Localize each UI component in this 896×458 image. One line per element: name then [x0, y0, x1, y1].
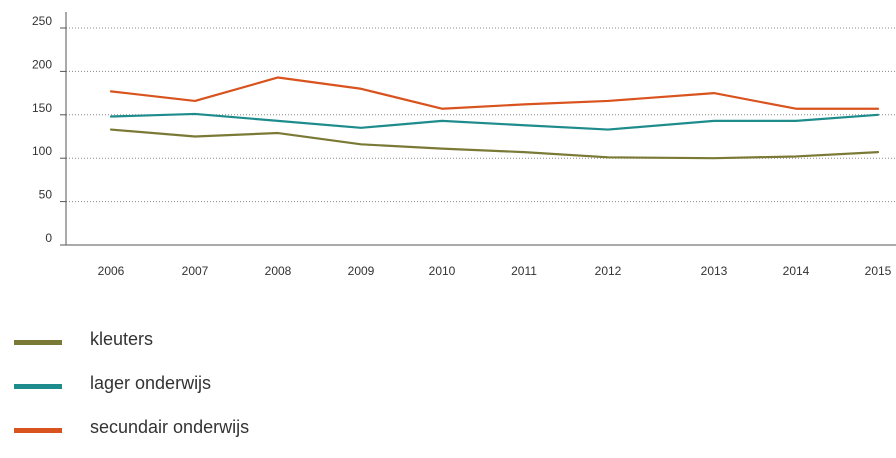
y-tick-label-150: 150	[32, 101, 52, 115]
x-tick-label-2014: 2014	[783, 264, 810, 278]
x-tick-label-2012: 2012	[595, 264, 622, 278]
x-tick-label-2009: 2009	[348, 264, 375, 278]
legend-label-secundair-onderwijs: secundair onderwijs	[90, 417, 250, 437]
legend-label-kleuters: kleuters	[90, 329, 154, 349]
series-line-kleuters	[109, 128, 880, 160]
series-line-lager-onderwijs	[109, 112, 880, 131]
x-tick-label-2013: 2013	[701, 264, 728, 278]
legend-swatch-kleuters	[14, 340, 62, 345]
axes	[60, 12, 896, 246]
series-lines	[109, 76, 880, 160]
y-tick-label-0: 0	[45, 231, 52, 245]
legend-swatch-secundair-onderwijs	[14, 428, 62, 433]
legend-swatch-lager-onderwijs	[14, 384, 62, 389]
x-tick-label-2011: 2011	[511, 264, 537, 278]
x-tick-label-2010: 2010	[429, 264, 456, 278]
x-tick-label-2007: 2007	[182, 264, 209, 278]
y-tick-labels: 0 50 100 150 200 250	[32, 14, 52, 245]
x-tick-label-2006: 2006	[98, 264, 125, 278]
x-tick-label-2015: 2015	[865, 264, 892, 278]
x-tick-labels: 2006 2007 2008 2009 2010 2011 2012 2013 2014 2015	[98, 264, 892, 278]
y-tick-label-200: 200	[32, 57, 52, 71]
y-tick-label-100: 100	[32, 144, 52, 158]
line-chart: 0 50 100 150 200 250 2006 2007 2008 2009 2010 2011…	[32, 12, 896, 278]
y-tick-label-50: 50	[39, 188, 53, 202]
series-line-secundair-onderwijs	[109, 76, 880, 110]
legend-label-lager-onderwijs: lager onderwijs	[90, 373, 212, 393]
x-tick-label-2008: 2008	[265, 264, 292, 278]
y-tick-label-250: 250	[32, 14, 52, 28]
